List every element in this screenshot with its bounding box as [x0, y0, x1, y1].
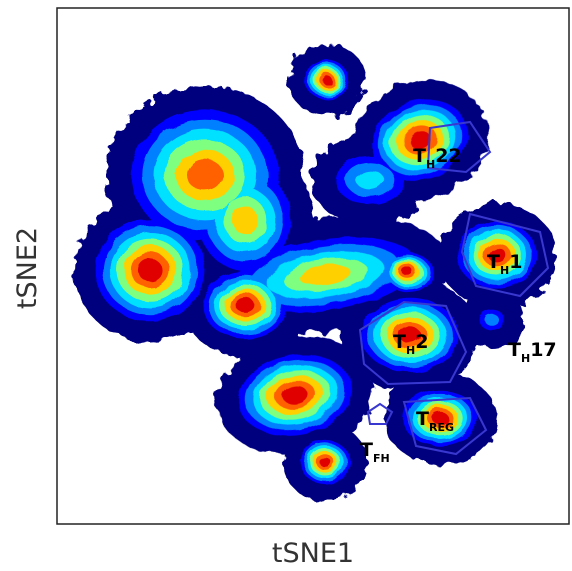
density-contour-lower-left-cluster-level-7 [282, 386, 308, 404]
label-tfh-subscript: FH [373, 452, 390, 465]
density-contour-th17-cluster-level-2 [485, 314, 499, 326]
label-th17-subscript: H [521, 352, 530, 365]
label-tfh-main: T [360, 439, 373, 461]
density-contour-treg-cluster-level-7 [431, 411, 449, 425]
label-th1-suffix: 1 [509, 251, 522, 273]
label-th22-suffix: 22 [435, 145, 461, 167]
density-contour-th22-cluster-level-7 [409, 130, 431, 150]
label-th2-subscript: H [406, 344, 415, 357]
label-treg-subscript: REG [429, 421, 454, 434]
label-th22: TH22 [413, 145, 462, 171]
label-th22-main: T [413, 145, 426, 167]
label-th1-main: T [487, 251, 500, 273]
gate-tfh [366, 402, 394, 425]
density-contour-tfh-cluster-level-7 [319, 457, 331, 467]
label-th17-main: T [508, 339, 521, 361]
label-th17: TH17 [508, 339, 557, 365]
density-map [74, 44, 556, 501]
label-treg: TREG [416, 408, 454, 434]
gate-th1 [460, 212, 550, 298]
gate-th22 [426, 120, 492, 174]
label-th2-main: T [393, 331, 406, 353]
label-tfh: TFH [360, 439, 390, 465]
density-contour-left-mass-lower-level-7 [137, 258, 163, 282]
density-contour-upper-right-cloud-level-3 [356, 170, 384, 190]
label-th1-subscript: H [500, 264, 509, 277]
label-th2: TH2 [393, 331, 428, 357]
x-axis-label: tSNE1 [272, 538, 354, 569]
density-contour-top-small-level-7 [322, 75, 332, 85]
density-contour-center-lower-level-7 [235, 297, 255, 313]
gate-th2 [358, 300, 468, 386]
density-contour-th2-cluster-level-7 [399, 326, 421, 344]
gate-treg [402, 396, 488, 456]
density-contour-th1-cluster-level-7 [488, 247, 506, 263]
label-th22-subscript: H [426, 158, 435, 171]
density-contour-center-hot-level-7 [402, 267, 414, 277]
label-th17-suffix: 17 [530, 339, 556, 361]
density-contour-center-band-level-5 [299, 264, 351, 286]
y-axis-label: tSNE2 [12, 227, 43, 309]
density-contour-left-mass-mid-level-5 [232, 206, 258, 234]
label-treg-main: T [416, 408, 429, 430]
density-contour-left-mass-upper-level-6 [187, 159, 223, 191]
label-th2-suffix: 2 [415, 331, 428, 353]
label-th1: TH1 [487, 251, 522, 277]
